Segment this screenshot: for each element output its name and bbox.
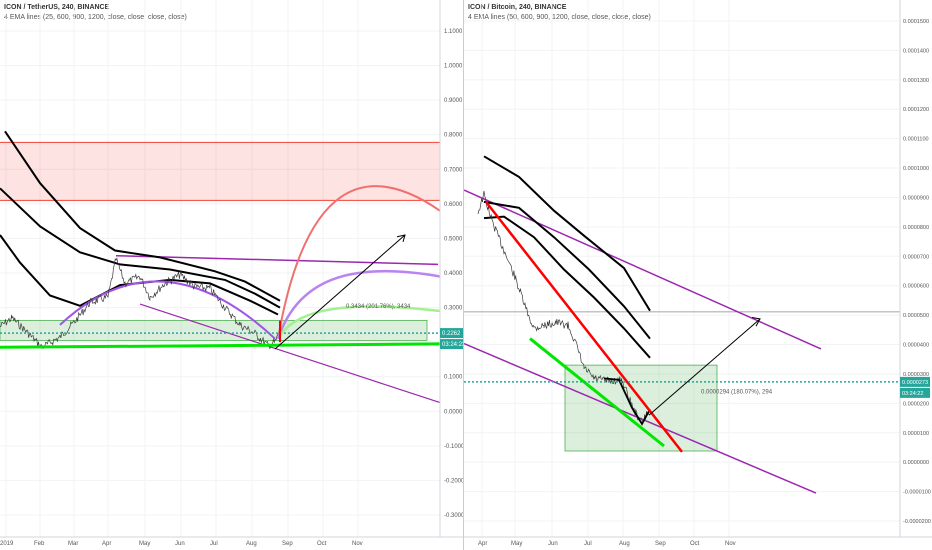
x-tick-label: 2019 <box>0 541 14 547</box>
y-tick-label: 0.7000 <box>444 167 463 173</box>
y-tick-label: 0.0000200 <box>903 401 929 407</box>
support-zone <box>0 319 428 341</box>
y-tick-label: 0.0000900 <box>903 195 929 201</box>
chart-pane-right[interactable]: ICON / Bitcoin, 240, BINANCE 4 EMA lines… <box>464 0 932 550</box>
y-tick-label: 0.0000 <box>444 409 463 415</box>
y-tick-label: -0.0000100 <box>903 490 931 496</box>
y-tick-label: -0.3000 <box>444 513 463 519</box>
y-tick-label: 0.0001200 <box>903 107 929 113</box>
ema-line <box>0 187 281 309</box>
support-trend-line <box>529 337 665 448</box>
y-tick-label: 0.4000 <box>444 271 463 277</box>
projection-arrow <box>274 234 406 350</box>
x-tick-label: Mar <box>68 541 78 547</box>
x-tick-label: Apr <box>102 541 111 547</box>
x-tick-label: Jul <box>584 541 592 547</box>
countdown-tag <box>900 387 930 398</box>
y-tick-label: 0.0001000 <box>903 166 929 172</box>
y-tick-label: 0.5000 <box>444 236 463 242</box>
x-tick-label: Aug <box>246 541 257 547</box>
ema-line <box>483 155 651 312</box>
projection-arc-red <box>277 185 441 339</box>
price-tag <box>440 328 463 339</box>
ema-line <box>483 215 651 359</box>
y-tick-label: 0.8000 <box>444 133 463 139</box>
y-tick-label: 0.0001500 <box>903 19 929 25</box>
price-tag-label: 0.2262 <box>442 331 461 337</box>
y-tick-label: 0.0001100 <box>903 137 929 143</box>
channel-line-lower <box>464 342 817 494</box>
y-tick-label: 0.9000 <box>444 98 463 104</box>
symbol-title[interactable]: ICON / TetherUS, 240, BINANCE <box>4 4 110 11</box>
x-tick-label: Aug <box>619 541 630 547</box>
x-tick-label: Sep <box>282 541 293 547</box>
x-tick-label: Nov <box>725 541 736 547</box>
ema-line <box>0 234 279 316</box>
resistance-zone <box>0 142 440 201</box>
chart-pane-left[interactable]: ICON / TetherUS, 240, BINANCE 4 EMA line… <box>0 0 463 550</box>
price-tag-label: 0.0000273 <box>902 380 928 386</box>
y-tick-label: 0.0000700 <box>903 254 929 260</box>
y-tick-label: 1.0000 <box>444 64 463 70</box>
price-tag <box>900 376 930 387</box>
projection-arc-purple <box>276 269 441 340</box>
y-tick-label: 1.1000 <box>444 29 463 35</box>
x-tick-label: Jul <box>210 541 218 547</box>
symbol-title[interactable]: ICON / Bitcoin, 240, BINANCE <box>468 4 567 11</box>
support-zone <box>564 364 718 452</box>
pane-divider[interactable] <box>463 0 464 550</box>
countdown-tag-label: 03:24:22 <box>902 391 923 397</box>
countdown-tag-label: 03:24:22 <box>442 342 463 348</box>
projection-arrow <box>648 318 761 416</box>
ema-line <box>4 130 281 302</box>
arrow-head <box>751 317 761 327</box>
y-tick-label: 0.0000400 <box>903 343 929 349</box>
y-tick-label: 0.0001400 <box>903 48 929 54</box>
trend-line-lower <box>139 303 441 404</box>
y-tick-label: 0.1000 <box>444 375 463 381</box>
measure-label: 0.0000294 (180.07%), 294 <box>701 390 773 396</box>
x-tick-label: Sep <box>655 541 666 547</box>
projection-arc-green <box>278 305 441 336</box>
ema-short-line <box>603 377 651 426</box>
x-tick-label: May <box>139 541 150 547</box>
trend-line-upper <box>115 254 439 266</box>
chart-canvas-left[interactable]: 0.3434 (201.76%), 3434 1.1000 1.0000 0.9000… <box>0 0 463 550</box>
arrow-head <box>396 234 406 243</box>
x-tick-label: Apr <box>478 541 487 547</box>
support-line <box>0 342 441 349</box>
channel-line-upper <box>464 189 822 350</box>
y-tick-label: 0.0000300 <box>903 372 929 378</box>
x-tick-label: Feb <box>34 541 45 547</box>
y-tick-label: 0.0000100 <box>903 431 929 437</box>
y-tick-label: 0.6000 <box>444 202 463 208</box>
price-candles <box>0 257 280 350</box>
y-tick-label: 0.0001300 <box>903 78 929 84</box>
downtrend-line <box>485 201 683 453</box>
arc-curve <box>59 280 276 340</box>
y-tick-label: -0.0000200 <box>903 519 931 525</box>
x-tick-label: May <box>511 541 522 547</box>
countdown-tag <box>440 339 463 350</box>
x-tick-label: Oct <box>317 541 327 547</box>
y-tick-label: 0.0000800 <box>903 225 929 231</box>
y-tick-label: 0.0000500 <box>903 313 929 319</box>
y-tick-label: -0.2000 <box>444 478 463 484</box>
indicator-legend[interactable]: 4 EMA lines (25, 600, 900, 1200, close, … <box>4 14 187 21</box>
y-tick-label: 0.0000000 <box>903 460 929 466</box>
x-tick-label: Nov <box>352 541 363 547</box>
x-tick-label: Oct <box>690 541 700 547</box>
indicator-legend[interactable]: 4 EMA lines (50, 600, 900, 1200, close, … <box>468 14 651 21</box>
chart-canvas-right[interactable]: 0.0000294 (180.07%), 294 0.0001500 0.00014… <box>464 0 932 550</box>
x-tick-label: Jun <box>175 541 185 547</box>
x-tick-label: Jun <box>548 541 558 547</box>
ema-line <box>483 200 651 340</box>
measure-label: 0.3434 (201.76%), 3434 <box>346 304 411 310</box>
y-tick-label: 0.3000 <box>444 306 463 312</box>
price-candles <box>477 190 651 422</box>
y-tick-label: -0.1000 <box>444 444 463 450</box>
y-tick-label: 0.0000600 <box>903 284 929 290</box>
